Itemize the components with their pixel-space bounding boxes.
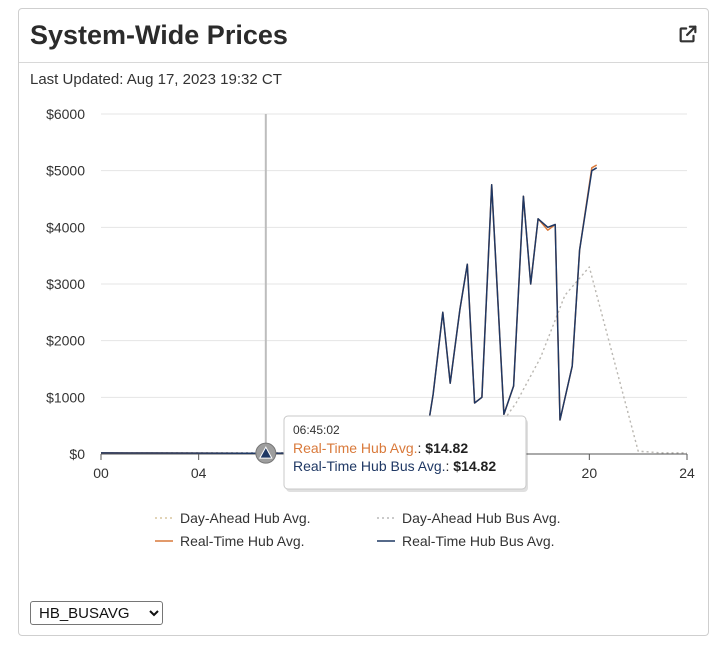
tooltip-row: Real-Time Hub Avg.: $14.82	[293, 440, 468, 456]
y-tick-label: $0	[69, 446, 85, 462]
legend-label: Real-Time Hub Bus Avg.	[402, 533, 555, 549]
price-chart: $0$1000$2000$3000$4000$5000$600000040812…	[46, 106, 695, 549]
series-line-real-time-hub-bus-avg	[100, 167, 598, 454]
legend-label: Day-Ahead Hub Bus Avg.	[402, 510, 561, 526]
tooltip-time: 06:45:02	[293, 423, 340, 437]
card-header: System-Wide Prices	[19, 9, 708, 63]
tooltip-row-label: Real-Time Hub Bus Avg.	[293, 458, 446, 474]
hub-selector[interactable]: HB_BUSAVG	[30, 601, 163, 625]
x-tick-label: 04	[191, 465, 207, 481]
x-tick-label: 00	[93, 465, 109, 481]
y-tick-label: $2000	[46, 333, 85, 349]
widget-title: System-Wide Prices	[30, 20, 288, 50]
last-updated-text: Last Updated: Aug 17, 2023 19:32 CT	[30, 71, 282, 88]
y-tick-label: $4000	[46, 219, 85, 235]
hover-marker	[258, 446, 273, 459]
y-tick-label: $5000	[46, 163, 85, 179]
hub-selector-wrap: HB_BUSAVG	[30, 601, 163, 625]
y-tick-label: $6000	[46, 106, 85, 122]
x-tick-label: 24	[679, 465, 695, 481]
legend-label: Real-Time Hub Avg.	[180, 533, 305, 549]
external-link-icon[interactable]	[677, 23, 699, 45]
tooltip-box	[283, 415, 527, 490]
x-tick-label: 20	[582, 465, 598, 481]
tooltip-row-label: Real-Time Hub Avg.	[293, 440, 418, 456]
y-tick-label: $1000	[46, 389, 85, 405]
y-tick-label: $3000	[46, 276, 85, 292]
tooltip-row: Real-Time Hub Bus Avg.: $14.82	[293, 458, 496, 474]
system-wide-prices-card: System-Wide Prices Last Updated: Aug 17,…	[18, 8, 709, 636]
tooltip-row-value: $14.82	[425, 440, 468, 456]
tooltip-row-value: $14.82	[453, 458, 496, 474]
legend-label: Day-Ahead Hub Avg.	[180, 510, 311, 526]
